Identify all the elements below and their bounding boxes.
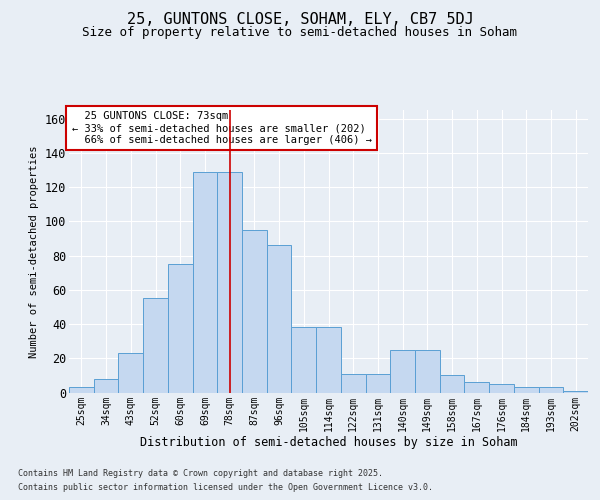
Bar xyxy=(267,246,292,392)
Bar xyxy=(415,350,440,393)
Bar xyxy=(341,374,365,392)
Bar xyxy=(440,376,464,392)
Bar xyxy=(489,384,514,392)
Text: 25 GUNTONS CLOSE: 73sqm
← 33% of semi-detached houses are smaller (202)
  66% of: 25 GUNTONS CLOSE: 73sqm ← 33% of semi-de… xyxy=(71,112,371,144)
X-axis label: Distribution of semi-detached houses by size in Soham: Distribution of semi-detached houses by … xyxy=(140,436,517,449)
Bar xyxy=(217,172,242,392)
Bar xyxy=(118,353,143,393)
Bar xyxy=(193,172,217,392)
Bar xyxy=(168,264,193,392)
Bar xyxy=(143,298,168,392)
Bar xyxy=(464,382,489,392)
Text: Contains HM Land Registry data © Crown copyright and database right 2025.: Contains HM Land Registry data © Crown c… xyxy=(18,469,383,478)
Text: 25, GUNTONS CLOSE, SOHAM, ELY, CB7 5DJ: 25, GUNTONS CLOSE, SOHAM, ELY, CB7 5DJ xyxy=(127,12,473,28)
Bar xyxy=(292,328,316,392)
Bar xyxy=(69,388,94,392)
Text: Contains public sector information licensed under the Open Government Licence v3: Contains public sector information licen… xyxy=(18,482,433,492)
Bar xyxy=(365,374,390,392)
Bar xyxy=(242,230,267,392)
Bar xyxy=(390,350,415,393)
Bar xyxy=(94,379,118,392)
Bar xyxy=(563,391,588,392)
Y-axis label: Number of semi-detached properties: Number of semi-detached properties xyxy=(29,145,39,358)
Bar xyxy=(316,328,341,392)
Text: Size of property relative to semi-detached houses in Soham: Size of property relative to semi-detach… xyxy=(83,26,517,39)
Bar xyxy=(514,388,539,392)
Bar xyxy=(539,388,563,392)
